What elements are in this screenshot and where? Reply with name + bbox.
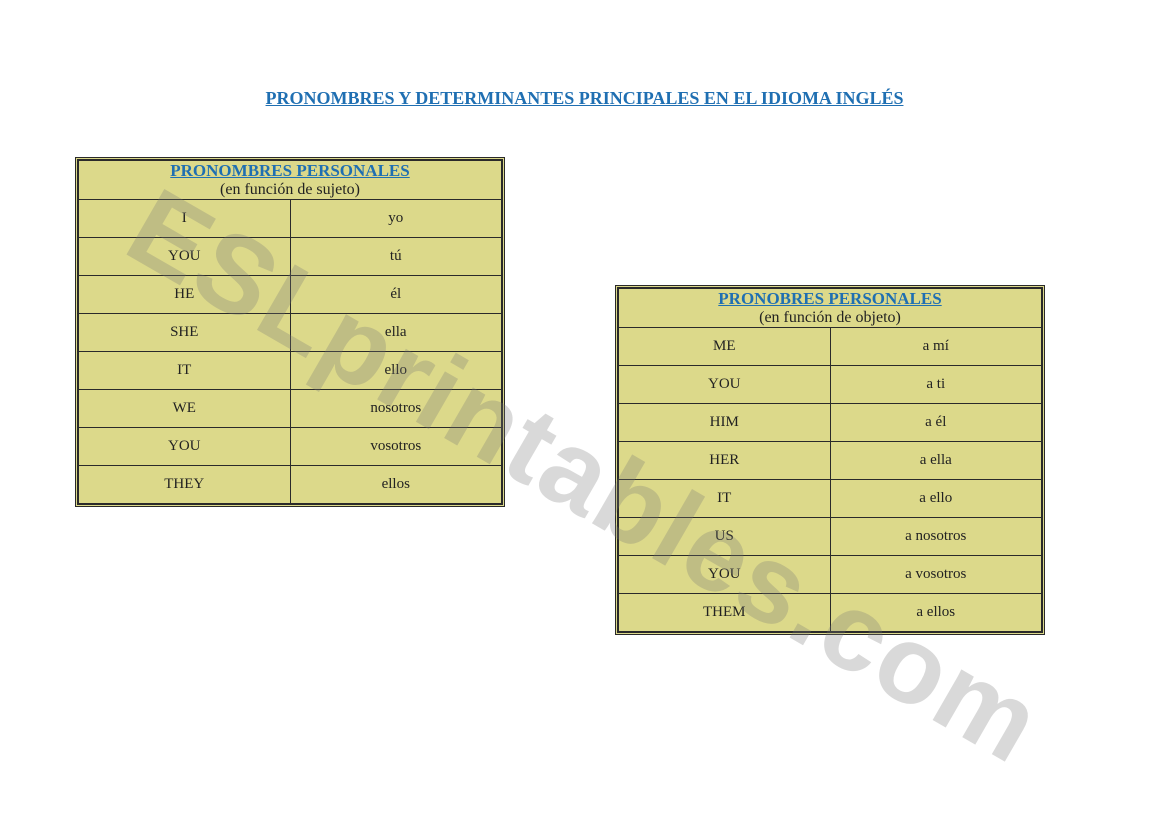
cell-spanish: a mí [830,328,1042,366]
cell-english: THEM [619,594,831,632]
cell-english: YOU [619,556,831,594]
table-row: USa nosotros [619,518,1042,556]
cell-english: YOU [79,238,291,276]
table-row: YOUa ti [619,366,1042,404]
cell-spanish: vosotros [290,428,502,466]
cell-english: SHE [79,314,291,352]
table-row: YOUvosotros [79,428,502,466]
table-header-row: PRONOBRES PERSONALES (en función de obje… [619,289,1042,328]
cell-english: YOU [79,428,291,466]
table-row: YOUa vosotros [619,556,1042,594]
cell-english: IT [619,480,831,518]
table-row: WEnosotros [79,390,502,428]
cell-spanish: a ello [830,480,1042,518]
cell-english: US [619,518,831,556]
cell-english: WE [79,390,291,428]
cell-english: THEY [79,466,291,504]
cell-english: ME [619,328,831,366]
table-header-row: PRONOMBRES PERSONALES (en función de suj… [79,161,502,200]
cell-spanish: ella [290,314,502,352]
cell-english: HIM [619,404,831,442]
object-pronouns-table: PRONOBRES PERSONALES (en función de obje… [615,285,1045,635]
cell-spanish: ello [290,352,502,390]
page-title: PRONOMBRES Y DETERMINANTES PRINCIPALES E… [0,88,1169,109]
cell-english: IT [79,352,291,390]
table-header-title: PRONOBRES PERSONALES [619,289,1041,309]
cell-english: YOU [619,366,831,404]
table-row: Iyo [79,200,502,238]
cell-spanish: a ellos [830,594,1042,632]
cell-english: HER [619,442,831,480]
cell-spanish: nosotros [290,390,502,428]
cell-spanish: a nosotros [830,518,1042,556]
table-header-subtitle: (en función de sujeto) [79,181,501,199]
cell-english: I [79,200,291,238]
cell-spanish: a ella [830,442,1042,480]
table-row: ITello [79,352,502,390]
table-row: HERa ella [619,442,1042,480]
table-row: SHEella [79,314,502,352]
cell-spanish: a ti [830,366,1042,404]
object-pronouns-grid: PRONOBRES PERSONALES (en función de obje… [618,288,1042,632]
subject-pronouns-table: PRONOMBRES PERSONALES (en función de suj… [75,157,505,507]
table-header-cell: PRONOMBRES PERSONALES (en función de suj… [79,161,502,200]
table-row: HIMa él [619,404,1042,442]
table-row: ITa ello [619,480,1042,518]
table-header-title: PRONOMBRES PERSONALES [79,161,501,181]
cell-spanish: a vosotros [830,556,1042,594]
table-row: THEMa ellos [619,594,1042,632]
cell-spanish: a él [830,404,1042,442]
subject-pronouns-grid: PRONOMBRES PERSONALES (en función de suj… [78,160,502,504]
table-row: YOUtú [79,238,502,276]
cell-spanish: él [290,276,502,314]
cell-english: HE [79,276,291,314]
table-header-subtitle: (en función de objeto) [619,309,1041,327]
table-header-cell: PRONOBRES PERSONALES (en función de obje… [619,289,1042,328]
cell-spanish: yo [290,200,502,238]
table-row: HEél [79,276,502,314]
table-row: MEa mí [619,328,1042,366]
cell-spanish: ellos [290,466,502,504]
table-row: THEYellos [79,466,502,504]
cell-spanish: tú [290,238,502,276]
